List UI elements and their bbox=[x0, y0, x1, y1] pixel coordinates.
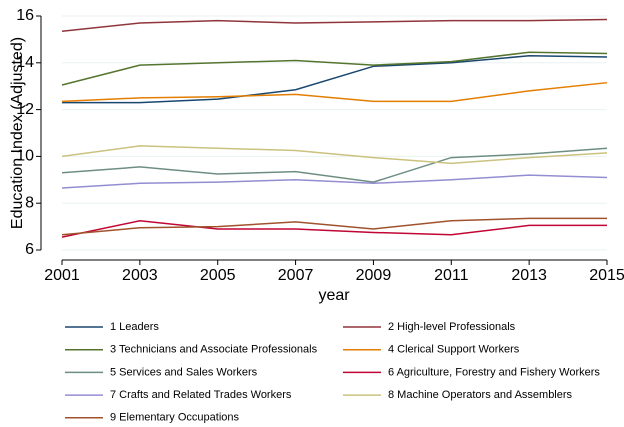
legend-label: 2 High-level Professionals bbox=[388, 321, 516, 333]
x-axis-title: year bbox=[318, 287, 350, 304]
y-tick-label: 16 bbox=[16, 7, 34, 24]
x-tick-label: 2007 bbox=[278, 267, 314, 284]
series-line bbox=[61, 145, 608, 165]
legend-label: 6 Agriculture, Forestry and Fishery Work… bbox=[388, 366, 600, 378]
x-tick-label: 2003 bbox=[122, 267, 158, 284]
legend-label: 1 Leaders bbox=[110, 321, 159, 333]
legend-label: 7 Crafts and Related Trades Workers bbox=[110, 389, 292, 401]
series-line bbox=[61, 18, 608, 32]
series-line bbox=[61, 174, 608, 189]
x-tick-label: 2013 bbox=[511, 267, 547, 284]
x-tick-label: 2011 bbox=[434, 267, 469, 284]
x-tick-label: 2009 bbox=[356, 267, 392, 284]
legend-label: 4 Clerical Support Workers bbox=[388, 344, 520, 356]
legend-label: 3 Technicians and Associate Professional… bbox=[110, 344, 318, 356]
x-tick-label: 2005 bbox=[200, 267, 236, 284]
y-tick-label: 14 bbox=[16, 54, 34, 71]
series-line bbox=[62, 55, 608, 104]
series-line bbox=[61, 147, 608, 183]
x-tick-label: 2015 bbox=[589, 267, 624, 284]
y-axis-title: Education Index (Adjusted) bbox=[9, 37, 26, 229]
series-line bbox=[61, 81, 608, 103]
legend-label: 9 Elementary Occupations bbox=[110, 412, 240, 424]
y-tick-label: 10 bbox=[16, 148, 34, 165]
y-tick-label: 8 bbox=[25, 194, 34, 211]
series-line bbox=[61, 51, 608, 86]
series-line bbox=[61, 217, 607, 236]
legend-label: 8 Machine Operators and Assemblers bbox=[388, 389, 573, 401]
x-tick-label: 2001 bbox=[44, 267, 80, 284]
y-tick-label: 12 bbox=[16, 101, 34, 118]
y-tick-label: 6 bbox=[25, 241, 34, 258]
series-line bbox=[61, 219, 607, 238]
legend-label: 5 Services and Sales Workers bbox=[110, 366, 258, 378]
